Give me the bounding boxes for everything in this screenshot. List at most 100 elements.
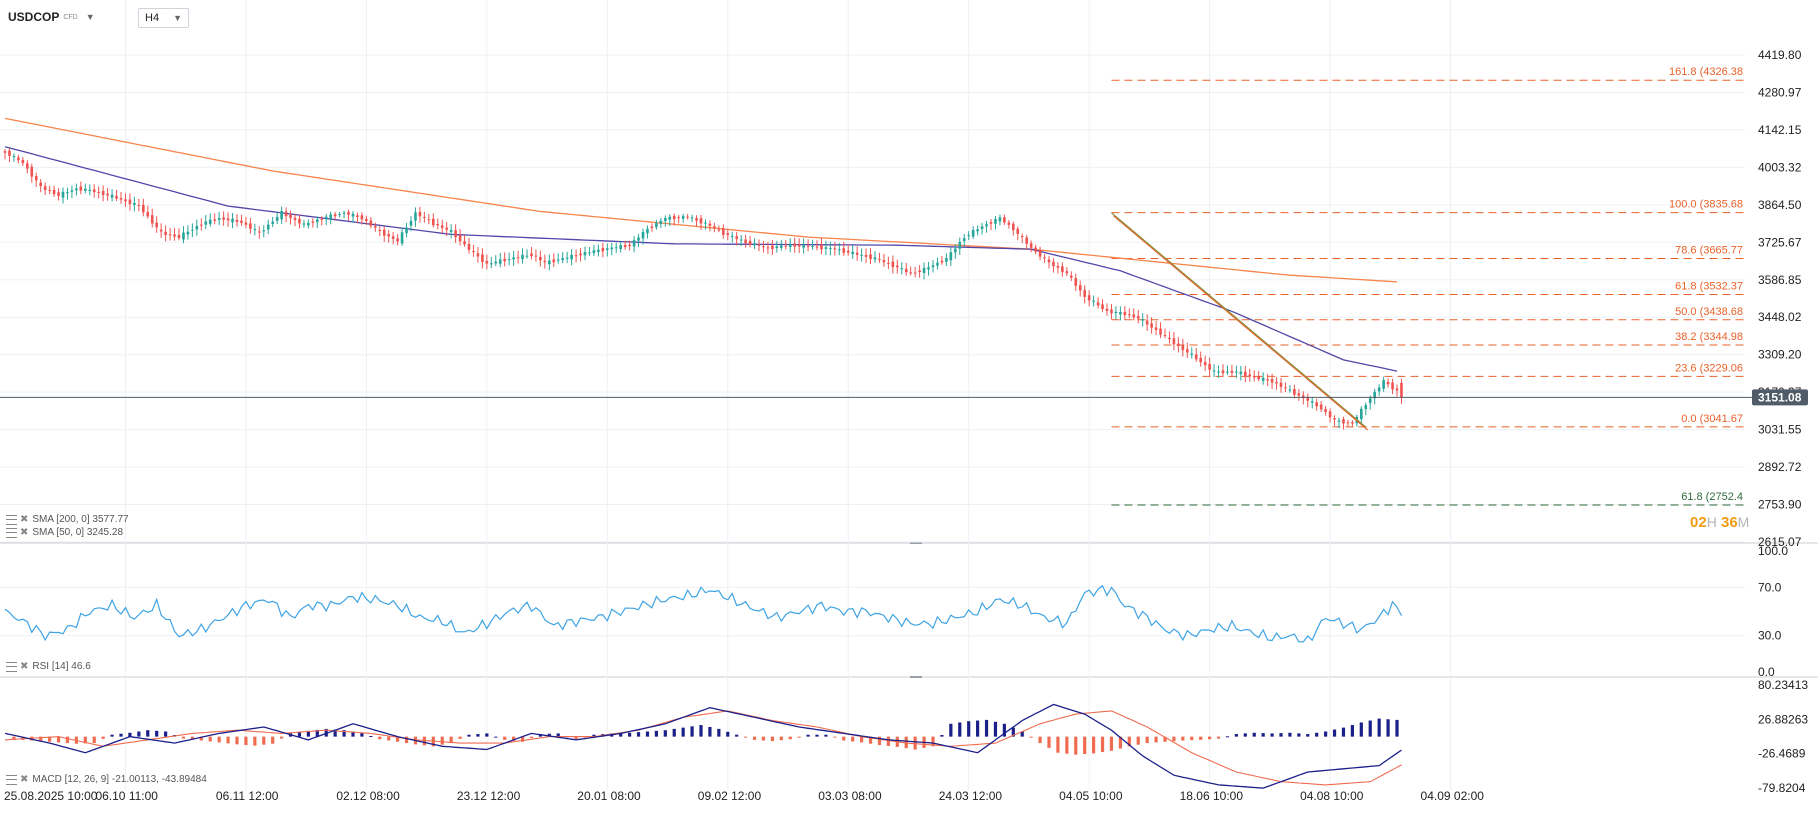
close-icon[interactable]: ✖ xyxy=(20,514,29,525)
candle-body xyxy=(1293,389,1296,395)
candle xyxy=(829,241,832,256)
candle-body xyxy=(226,218,230,221)
candle-body xyxy=(311,221,315,223)
candle-body xyxy=(998,217,1002,222)
candle-body xyxy=(757,244,761,246)
candle-body xyxy=(494,261,498,264)
macd-histogram-bar xyxy=(645,731,650,737)
candle-body xyxy=(142,205,145,213)
candle xyxy=(57,188,60,201)
candle xyxy=(904,262,908,276)
candle xyxy=(954,244,957,259)
candle xyxy=(503,252,506,267)
x-tick-label: 06.11 12:00 xyxy=(216,789,279,803)
candle xyxy=(650,223,654,232)
candle-body xyxy=(231,218,234,223)
candle xyxy=(61,187,65,204)
settings-icon[interactable] xyxy=(6,661,17,672)
candle-body xyxy=(851,251,854,255)
macd-histogram-bar xyxy=(1056,736,1060,753)
candle xyxy=(1012,221,1015,236)
candle xyxy=(186,225,190,240)
candle xyxy=(458,229,462,246)
macd-histogram-bar xyxy=(128,732,132,737)
candle xyxy=(155,216,158,233)
candle-body xyxy=(173,234,176,237)
candle-body xyxy=(1132,314,1136,318)
y-tick-label: 2892.72 xyxy=(1758,460,1802,474)
settings-icon[interactable] xyxy=(6,514,17,525)
settings-icon[interactable] xyxy=(6,774,17,785)
candle xyxy=(887,256,890,270)
candle xyxy=(405,223,408,238)
macd-histogram-bar xyxy=(1208,736,1212,740)
settings-icon[interactable] xyxy=(6,527,17,538)
candle-body xyxy=(1154,327,1158,330)
macd-histogram-bar xyxy=(101,736,105,739)
candle-body xyxy=(788,244,792,248)
candle xyxy=(1203,355,1207,371)
candle-body xyxy=(137,204,141,206)
candle xyxy=(115,189,118,201)
candle xyxy=(168,227,172,241)
close-icon[interactable]: ✖ xyxy=(20,774,29,785)
y-tick-label: 4142.15 xyxy=(1758,123,1802,137)
candle-body xyxy=(904,268,908,273)
candle-body xyxy=(458,235,462,242)
candle-body xyxy=(896,265,899,268)
candle-body xyxy=(1123,311,1127,316)
candle xyxy=(423,211,426,223)
candle-body xyxy=(855,252,859,255)
macd-histogram-bar xyxy=(83,736,87,744)
candle-body xyxy=(39,182,42,187)
candle xyxy=(316,216,319,229)
panel-resize-handle[interactable] xyxy=(910,676,922,678)
candle xyxy=(913,266,917,278)
candle xyxy=(802,238,805,254)
candle-body xyxy=(432,218,435,226)
macd-histogram-bar xyxy=(378,736,382,740)
candle xyxy=(610,242,614,256)
macd-histogram-bar xyxy=(636,732,641,737)
candle xyxy=(391,232,395,245)
candle-body xyxy=(101,190,105,196)
symbol-selector[interactable]: USDCOP CFD ▼ xyxy=(8,6,95,28)
candle xyxy=(164,225,167,242)
candle xyxy=(298,215,301,229)
candle-body xyxy=(324,216,328,219)
chevron-down-icon[interactable]: ▼ xyxy=(85,12,95,22)
chevron-down-icon[interactable]: ▼ xyxy=(173,13,182,23)
candle xyxy=(1208,357,1211,377)
timeframe-selector[interactable]: H4 ▼ xyxy=(138,8,189,28)
candle-body xyxy=(1235,371,1238,373)
candle-body xyxy=(26,163,29,169)
candle xyxy=(793,237,796,253)
macd-histogram-bar xyxy=(217,736,221,743)
close-icon[interactable]: ✖ xyxy=(20,661,29,672)
candle-body xyxy=(1114,311,1118,314)
macd-histogram-bar xyxy=(458,736,462,739)
fib-level-label: 100.0 (3835.68 xyxy=(1669,199,1743,211)
candle-body xyxy=(543,260,547,263)
candle xyxy=(962,233,966,247)
candle xyxy=(374,222,377,232)
trend-line xyxy=(1111,212,1367,428)
candle-body xyxy=(106,193,109,196)
countdown-hours-unit: H xyxy=(1706,514,1717,530)
macd-histogram-bar xyxy=(1020,731,1024,737)
candle xyxy=(1324,405,1327,416)
candle xyxy=(1101,299,1104,313)
macd-histogram-bar xyxy=(752,736,757,740)
macd-histogram-bar xyxy=(788,736,792,740)
candle xyxy=(1123,306,1127,320)
candle xyxy=(1391,378,1394,395)
panel-resize-handle[interactable] xyxy=(910,542,922,544)
candle-body xyxy=(802,244,805,248)
candle xyxy=(1395,384,1399,397)
macd-histogram-bar xyxy=(485,733,489,737)
close-icon[interactable]: ✖ xyxy=(20,527,29,538)
candle-body xyxy=(1186,349,1189,353)
macd-histogram-bar xyxy=(1118,736,1122,749)
